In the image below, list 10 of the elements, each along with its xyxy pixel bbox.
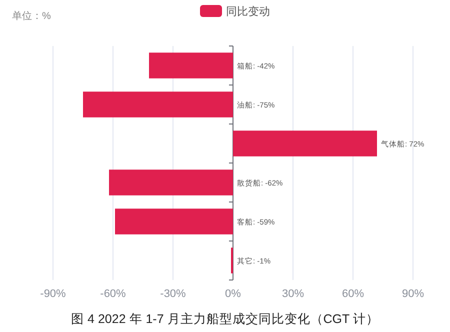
- x-tick-label: -60%: [100, 288, 126, 300]
- x-tick-label: 30%: [282, 288, 304, 300]
- x-tick-label: 60%: [342, 288, 364, 300]
- x-tick-label: -30%: [160, 288, 186, 300]
- x-tick-label: 90%: [402, 288, 424, 300]
- text: 图 4 2022 年 1-7 月主力船型成交同比变化（CGT 计）: [71, 311, 379, 326]
- x-tick-label: 0%: [225, 288, 242, 300]
- legend-label: 同比变动: [226, 5, 270, 18]
- x-tick-label: -90%: [40, 288, 66, 300]
- text: 单位：%: [12, 10, 51, 22]
